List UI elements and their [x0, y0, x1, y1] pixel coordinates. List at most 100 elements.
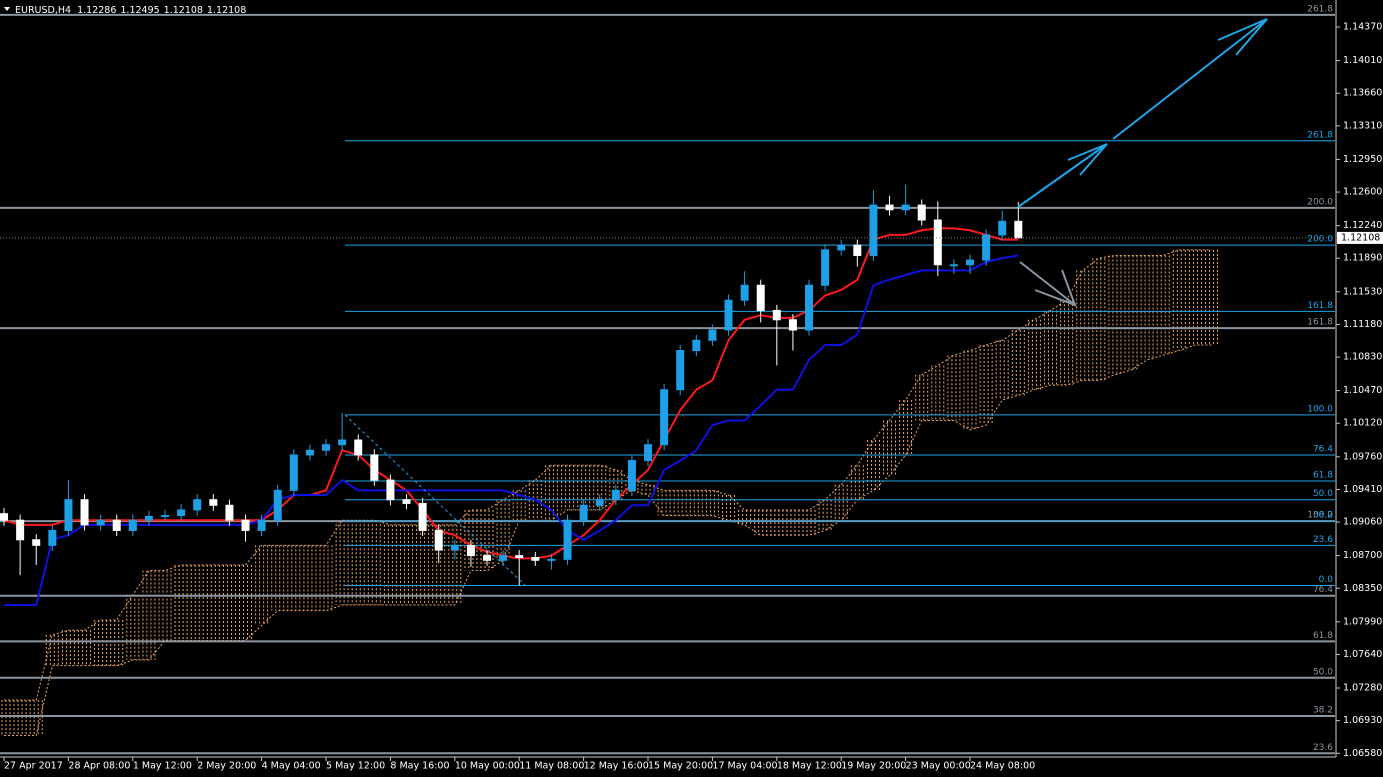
candle-body	[595, 499, 604, 506]
cloud-hatch	[271, 545, 285, 611]
cloud-hatch	[239, 564, 253, 641]
menu-triangle	[4, 7, 10, 11]
candle-body	[241, 519, 250, 531]
candle-body	[225, 504, 234, 521]
price-label: 1.12108	[1341, 232, 1380, 243]
candle-body	[96, 519, 105, 526]
candle-body	[161, 515, 170, 518]
candle-body	[756, 284, 765, 311]
candle-body	[483, 555, 492, 561]
y-tick-label: 1.12950	[1343, 154, 1382, 165]
candle-body	[998, 220, 1007, 236]
x-tick-label: 8 May 16:00	[390, 761, 449, 772]
cloud-hatch	[979, 344, 993, 426]
candle-body	[209, 499, 218, 506]
y-tick-label: 1.10830	[1343, 352, 1382, 363]
candle-body	[499, 555, 508, 561]
x-tick-label: 28 Apr 08:00	[68, 761, 130, 772]
candle-body	[80, 499, 89, 526]
x-tick-label: 12 May 16:00	[584, 761, 649, 772]
x-tick-label: 2 May 20:00	[197, 761, 256, 772]
x-tick-label: 1 May 12:00	[133, 761, 192, 772]
cloud-hatch	[866, 440, 880, 491]
cloud-hatch	[947, 355, 961, 421]
candle-body	[370, 454, 379, 481]
symbol: EURUSD,H4	[15, 5, 71, 16]
fib-label: 0.0	[1319, 575, 1334, 585]
fib-label: 76.4	[1313, 444, 1333, 454]
x-tick-label: 23 May 00:00	[906, 761, 971, 772]
cloud-hatch	[222, 564, 236, 641]
cloud-hatch	[754, 509, 768, 536]
candle-layer	[0, 184, 1023, 586]
x-tick-label: 18 May 12:00	[777, 761, 842, 772]
cloud-hatch	[1011, 330, 1025, 396]
y-tick-label: 1.12600	[1343, 187, 1382, 198]
fib-label: 38.2	[1313, 705, 1333, 715]
cloud-hatch	[383, 524, 397, 606]
cloud-hatch	[641, 484, 655, 496]
y-tick-label: 1.13660	[1343, 88, 1382, 99]
fib-trend-line	[344, 414, 526, 586]
x-tick-label: 5 May 12:00	[326, 761, 385, 772]
x-tick-label: 10 May 00:00	[455, 761, 520, 772]
cloud-hatch	[126, 594, 140, 661]
y-tick-label: 1.07990	[1343, 616, 1382, 627]
x-tick-label: 24 May 08:00	[970, 761, 1035, 772]
candle-body	[660, 389, 669, 446]
y-tick-label: 1.07640	[1343, 649, 1382, 660]
tenkan-line	[3, 227, 1019, 560]
fib-label: 200.0	[1307, 197, 1333, 207]
y-tick-label: 1.11890	[1343, 253, 1382, 264]
candle-body	[547, 558, 556, 561]
candle-body	[273, 489, 282, 521]
candle-body	[611, 489, 620, 501]
candle-body	[740, 284, 749, 301]
candle-body	[128, 519, 137, 531]
candle-body	[933, 219, 942, 266]
candle-body	[692, 339, 701, 352]
candle-body	[917, 204, 926, 221]
y-tick-label: 1.06930	[1343, 715, 1382, 726]
candle-body	[418, 502, 427, 531]
candle-body	[338, 439, 347, 446]
fib-label: 23.6	[1313, 743, 1333, 753]
candle-body	[48, 529, 57, 546]
candle-body	[966, 259, 975, 266]
candle-body	[1014, 220, 1023, 239]
candle-body	[144, 515, 153, 521]
y-tick-label: 1.06580	[1343, 748, 1382, 759]
header: EURUSD,H4 1.12286 1.12495 1.12108 1.12108	[15, 5, 246, 16]
candle-body	[257, 519, 266, 531]
candle-body	[805, 284, 814, 331]
fib-label: 61.8	[1313, 471, 1333, 481]
fib-label: 61.8	[1313, 631, 1333, 641]
y-tick-label: 1.14010	[1343, 55, 1382, 66]
cloud-hatch	[142, 570, 156, 661]
low: 1.12108	[164, 5, 203, 16]
fib-layer: 261.8 200.0 161.8 100.0 76.4 61.8 50.0 38.2 23.6…	[0, 4, 1335, 755]
cloud-hatch	[1044, 310, 1058, 386]
y-tick-label: 1.11530	[1343, 286, 1382, 297]
x-tick-label: 15 May 20:00	[648, 761, 713, 772]
y-tick-label: 1.10470	[1343, 385, 1382, 396]
fib-label: 261.8	[1307, 4, 1333, 14]
y-tick-label: 1.14370	[1343, 22, 1382, 33]
candle-body	[402, 499, 411, 504]
candle-body	[788, 319, 797, 331]
candle-body	[531, 556, 540, 561]
cloud-hatch	[400, 524, 414, 606]
x-tick-label: 17 May 04:00	[712, 761, 777, 772]
cloud-hatch	[416, 524, 430, 606]
candle-body	[515, 555, 524, 558]
candle-body	[64, 499, 73, 531]
candle-body	[869, 204, 878, 256]
candle-body	[305, 449, 314, 456]
candle-body	[644, 444, 653, 462]
indicator-layer	[3, 227, 1019, 607]
y-tick-label: 1.13310	[1343, 120, 1382, 131]
fib-label: 23.6	[1313, 535, 1333, 545]
cloud-hatch	[1, 700, 11, 736]
cloud-hatch	[1156, 255, 1170, 356]
cloud-hatch	[770, 509, 784, 536]
